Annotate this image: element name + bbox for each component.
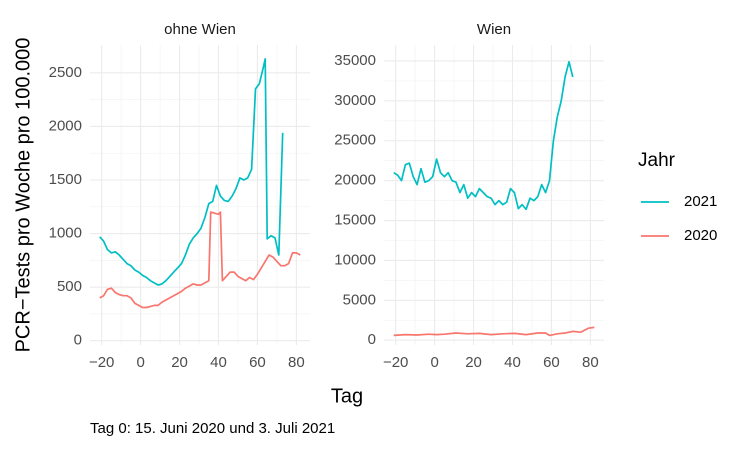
- x-tick-label: 40: [210, 354, 227, 371]
- x-tick-label: 60: [249, 354, 266, 371]
- y-tick-label: 0: [74, 332, 82, 349]
- y-tick-label: 10000: [334, 251, 376, 268]
- legend-label: 2020: [684, 227, 717, 244]
- y-tick-label: 35000: [334, 52, 376, 69]
- data-line: [99, 58, 284, 286]
- y-tick-label: 500: [57, 278, 82, 295]
- x-tick-label: 0: [430, 354, 438, 371]
- x-tick-label: 0: [136, 354, 144, 371]
- x-tick-label: 80: [288, 354, 305, 371]
- y-tick-label: 20000: [334, 172, 376, 189]
- legend-title: Jahr: [638, 150, 676, 171]
- data-line: [393, 60, 574, 211]
- y-tick-label: 5000: [343, 291, 376, 308]
- y-tick-label: 1500: [49, 171, 82, 188]
- data-line: [99, 211, 301, 309]
- data-line: [393, 326, 595, 337]
- legend-label: 2021: [684, 193, 717, 210]
- y-tick-label: 1000: [49, 225, 82, 242]
- x-tick-label: −20: [383, 354, 408, 371]
- y-axis-label: PCR−Tests pro Woche pro 100.000: [12, 38, 34, 353]
- y-tick-label: 30000: [334, 92, 376, 109]
- facet-title: Wien: [477, 21, 511, 38]
- caption: Tag 0: 15. Juni 2020 und 3. Juli 2021: [90, 420, 335, 437]
- x-tick-label: −20: [89, 354, 114, 371]
- y-tick-label: 2500: [49, 64, 82, 81]
- x-tick-label: 60: [543, 354, 560, 371]
- x-tick-label: 20: [171, 354, 188, 371]
- y-tick-label: 25000: [334, 132, 376, 149]
- y-tick-label: 15000: [334, 212, 376, 229]
- y-tick-label: 0: [368, 331, 376, 348]
- x-tick-label: 20: [465, 354, 482, 371]
- x-tick-label: 80: [582, 354, 599, 371]
- x-tick-label: 40: [504, 354, 521, 371]
- facet-title: ohne Wien: [164, 21, 236, 38]
- y-tick-label: 2000: [49, 117, 82, 134]
- x-axis-label: Tag: [331, 385, 363, 407]
